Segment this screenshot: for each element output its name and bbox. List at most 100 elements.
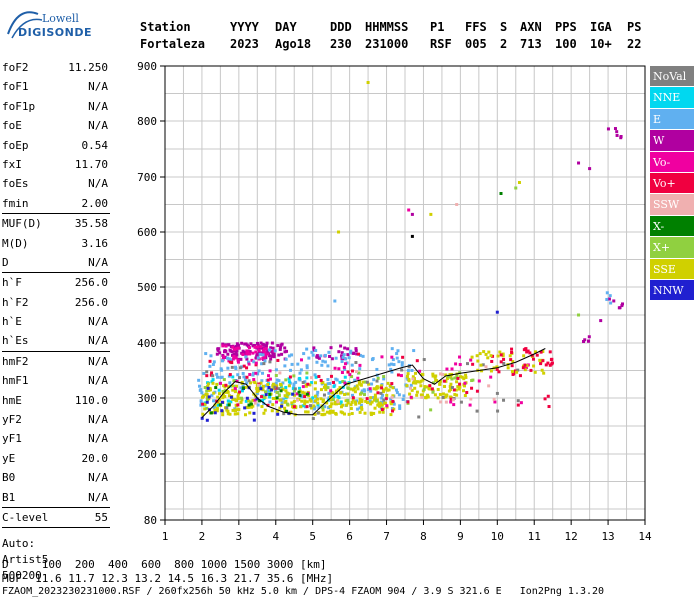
data-point [525, 364, 529, 368]
data-point [215, 382, 219, 386]
data-point [211, 381, 215, 385]
data-point [390, 347, 394, 351]
data-point [305, 405, 309, 409]
data-point [268, 389, 272, 393]
data-point [257, 369, 261, 373]
data-point [343, 392, 347, 396]
data-point [512, 372, 516, 376]
x-tick-label: 7 [383, 530, 390, 543]
param-value: 256.0 [74, 295, 108, 309]
data-point [346, 347, 350, 351]
data-point [384, 386, 388, 390]
data-point [380, 386, 384, 390]
data-point [460, 375, 464, 379]
data-point [266, 383, 270, 387]
data-point [207, 388, 211, 392]
data-point [348, 351, 352, 355]
data-point [383, 401, 387, 405]
data-point [339, 405, 343, 409]
data-point [224, 344, 228, 348]
data-point [252, 360, 256, 364]
data-point [331, 409, 335, 413]
data-point [358, 380, 362, 384]
data-point [429, 408, 433, 412]
y-tick-label: 80 [144, 514, 157, 527]
data-point [261, 357, 265, 361]
data-point [329, 374, 333, 378]
data-point [420, 395, 424, 399]
data-point [487, 384, 491, 388]
param-key: h`F2 [2, 295, 29, 309]
data-point [361, 380, 365, 384]
header-value-10: 10+ [590, 37, 612, 51]
data-point [310, 350, 314, 354]
param-row: foEp 0.54 [2, 136, 110, 155]
data-point [269, 346, 273, 350]
data-point [391, 394, 395, 398]
data-point [215, 372, 219, 376]
param-separator [2, 272, 110, 274]
header-label-8: AXN [520, 20, 542, 34]
header-label-2: DAY [275, 20, 297, 34]
data-point [225, 406, 229, 410]
data-point [200, 395, 204, 399]
data-point [268, 377, 272, 381]
data-point [523, 363, 527, 367]
data-point [290, 401, 294, 405]
data-point [523, 368, 527, 372]
data-point [296, 362, 300, 366]
data-point [344, 362, 348, 366]
data-point [249, 402, 253, 406]
data-point [281, 387, 285, 391]
data-point [299, 358, 303, 362]
data-point [221, 413, 225, 417]
data-point [487, 350, 491, 354]
data-point [264, 390, 268, 394]
data-point [208, 359, 212, 363]
data-point [236, 345, 240, 349]
data-point [271, 382, 275, 386]
param-row: hmF1 N/A [2, 371, 110, 390]
data-point [237, 392, 241, 396]
data-point [384, 397, 388, 401]
param-row: foE N/A [2, 116, 110, 135]
data-point [477, 379, 481, 383]
data-point [379, 402, 383, 406]
param-value: N/A [88, 413, 108, 427]
data-point [588, 167, 592, 171]
data-point [453, 393, 457, 397]
data-point [316, 403, 320, 407]
param-separator [2, 527, 110, 529]
data-point [217, 392, 221, 396]
data-point [475, 354, 479, 358]
data-point [309, 404, 313, 408]
param-row: fxI 11.70 [2, 155, 110, 174]
param-row: D N/A [2, 253, 110, 272]
legend-item: Vo- [650, 151, 694, 173]
data-point [550, 361, 554, 365]
data-point [261, 353, 265, 357]
data-point [350, 363, 354, 367]
data-point [276, 358, 280, 362]
data-point [260, 346, 264, 350]
data-point [313, 407, 317, 411]
data-point [316, 411, 320, 415]
data-point [322, 393, 326, 397]
data-point [215, 409, 219, 413]
data-point [316, 397, 320, 401]
data-point [321, 398, 325, 402]
data-point [433, 393, 437, 397]
data-point [307, 394, 311, 398]
data-point [263, 351, 267, 355]
data-point [484, 365, 488, 369]
data-point [385, 404, 389, 408]
data-point [328, 381, 332, 385]
data-point [239, 400, 243, 404]
data-point [456, 385, 460, 389]
data-point [258, 385, 262, 389]
data-point [463, 381, 467, 385]
data-point [358, 353, 362, 357]
data-point [218, 351, 222, 355]
param-value: N/A [88, 177, 108, 191]
data-point [279, 385, 283, 389]
